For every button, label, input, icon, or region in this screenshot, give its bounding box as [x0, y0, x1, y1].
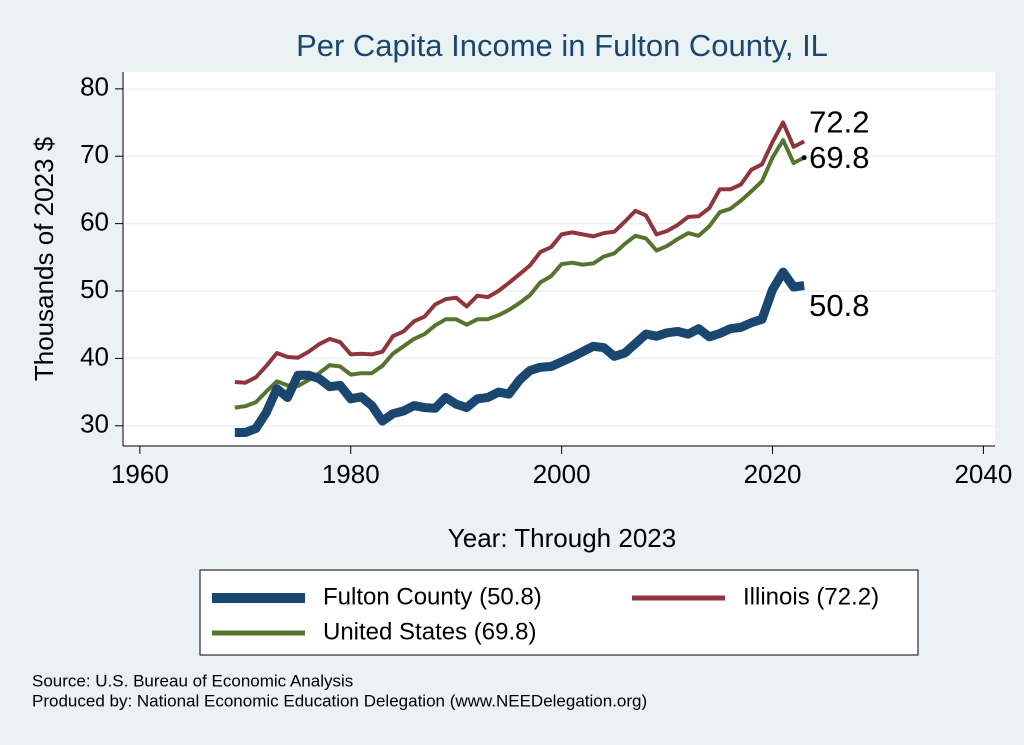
end-marker [801, 155, 807, 161]
end-label: 69.8 [809, 140, 869, 175]
x-tick-label: 1960 [111, 459, 169, 489]
y-tick-label: 70 [80, 139, 109, 169]
end-label: 72.2 [809, 105, 869, 140]
end-label: 50.8 [809, 288, 869, 323]
series-line [234, 138, 806, 410]
y-tick-label: 30 [80, 409, 109, 439]
producer-note: Produced by: National Economic Education… [32, 691, 647, 710]
y-tick-label: 40 [80, 341, 109, 371]
x-tick-label: 2040 [954, 459, 1012, 489]
y-axis-title: Thousands of 2023 $ [29, 136, 59, 381]
plot-area [123, 72, 995, 446]
legend-label: Fulton County (50.8) [323, 583, 542, 610]
chart-title: Per Capita Income in Fulton County, IL [296, 28, 828, 63]
series-line [234, 267, 805, 437]
x-tick-label: 2000 [533, 459, 591, 489]
x-tick-label: 1980 [322, 459, 380, 489]
y-tick-label: 60 [80, 206, 109, 236]
series-line [234, 120, 806, 385]
legend [199, 569, 919, 656]
x-axis-title: Year: Through 2023 [448, 523, 676, 553]
source-note: Source: U.S. Bureau of Economic Analysis [32, 671, 353, 690]
y-tick-label: 80 [80, 72, 109, 102]
x-tick-label: 2020 [744, 459, 802, 489]
y-tick-label: 50 [80, 274, 109, 304]
legend-label: Illinois (72.2) [743, 583, 879, 610]
legend-label: United States (69.8) [323, 618, 536, 645]
